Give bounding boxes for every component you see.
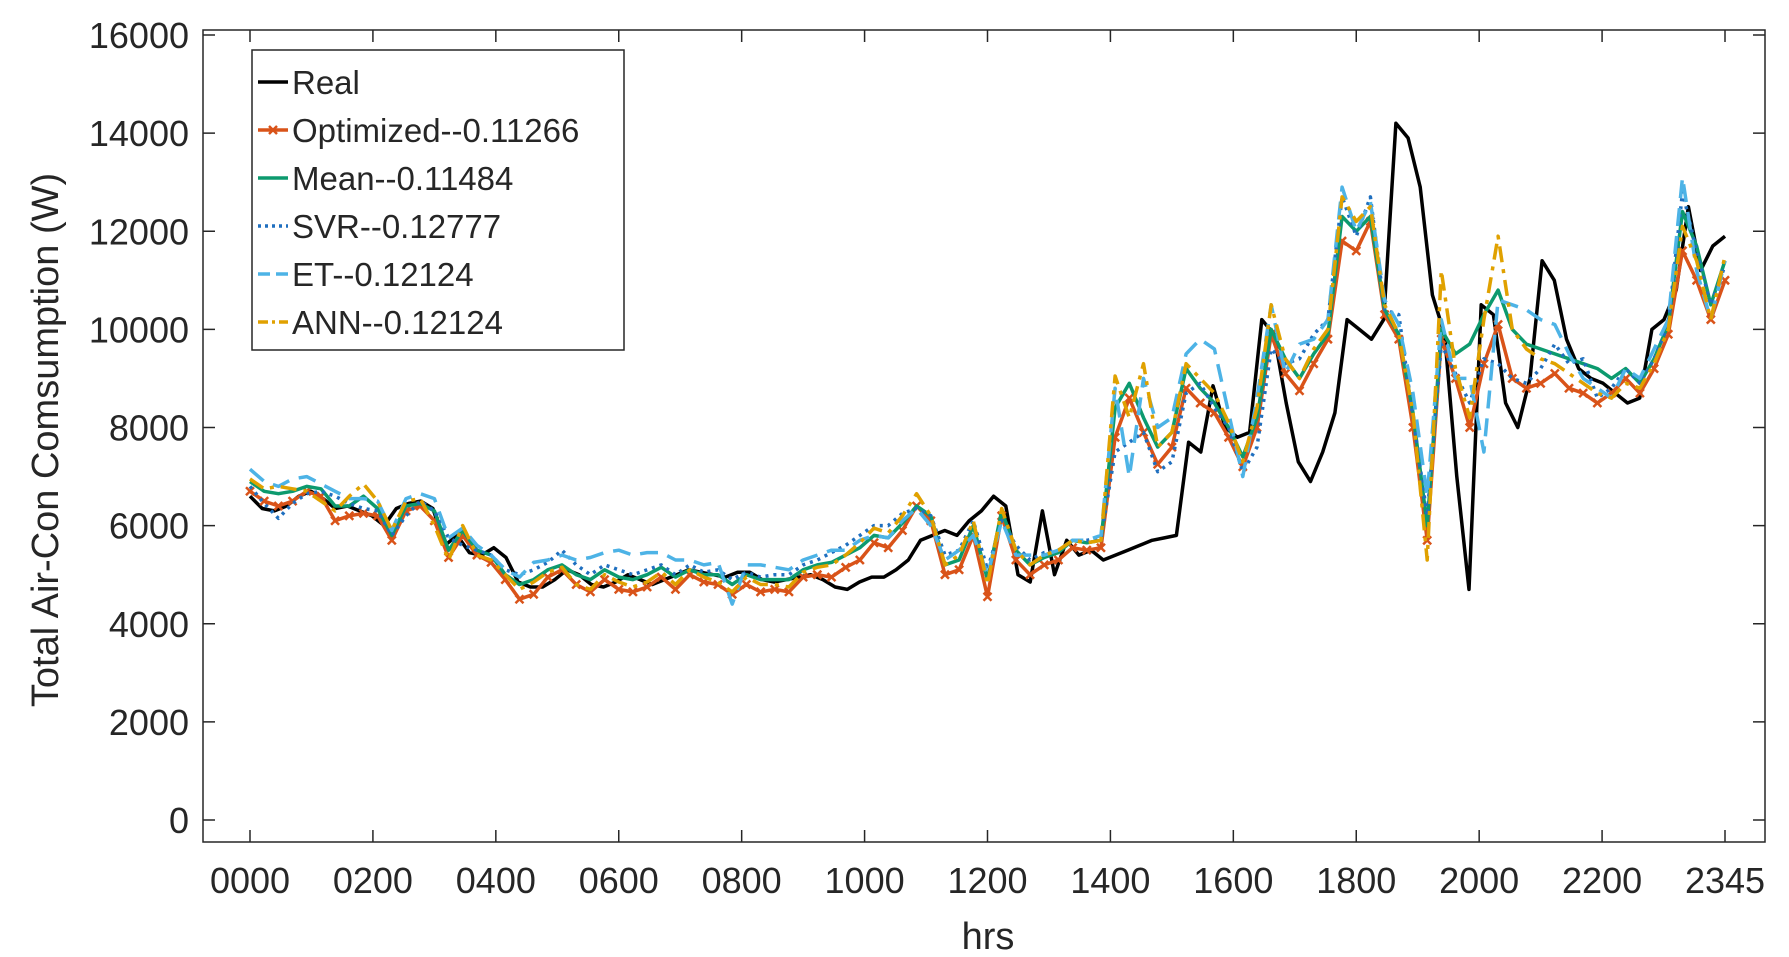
data-point-marker [245,486,255,497]
data-point-marker [1578,388,1589,399]
data-point-marker [1039,559,1050,570]
data-point-marker [528,589,539,600]
x-tick-label: 0000 [210,860,290,901]
data-point-marker [1025,569,1035,580]
data-point-marker [982,591,993,602]
legend-label: ET--0.12124 [292,256,474,293]
data-point-marker [330,515,340,526]
x-tick-label: 1000 [825,860,905,901]
legend-label: Mean--0.11484 [292,160,513,197]
y-axis-label: Total Air-Con Comsumption (W) [25,173,67,707]
x-tick-label: 2200 [1562,860,1642,901]
data-point-marker [954,564,965,575]
data-point-marker [1549,368,1560,379]
y-tick-label: 16000 [89,15,189,56]
data-point-marker [1166,442,1177,453]
x-tick-label: 1200 [947,860,1027,901]
data-point-marker [613,584,624,595]
data-point-marker [1351,245,1362,256]
y-tick-label: 2000 [109,702,189,743]
legend-marker [268,125,278,135]
legend-box [251,49,625,351]
data-point-marker [940,569,950,580]
data-point-marker [1564,383,1574,394]
data-point-marker [670,584,681,595]
axes-layer: 0200040006000800010000120001400016000000… [89,15,1765,901]
y-tick-label: 14000 [89,113,189,154]
x-tick-label: 1800 [1316,860,1396,901]
data-point-marker [1152,459,1163,470]
legend: Real Optimized--0.11266 Mean--0.11484 SVR--… [251,49,625,351]
x-tick-label: 1600 [1193,860,1273,901]
x-tick-label: 0600 [579,860,659,901]
data-point-marker [826,572,837,583]
x-tick-label: 0400 [456,860,536,901]
y-tick-label: 8000 [109,408,189,449]
legend-label: Real [292,64,360,101]
data-point-marker [358,508,369,519]
data-point-marker [854,555,865,565]
data-point-marker [273,501,284,511]
x-axis-label: hrs [962,916,1015,957]
legend-label: Optimized--0.11266 [292,112,579,149]
data-point-marker [1195,398,1206,408]
legend-label: SVR--0.12777 [292,208,501,245]
x-tick-label: 0800 [702,860,782,901]
x-tick-label: 2345 [1685,860,1765,901]
y-tick-label: 10000 [89,309,189,350]
data-point-marker [798,572,809,583]
data-point-marker [1635,388,1645,399]
data-point-marker [344,510,355,521]
legend-label: ANN--0.12124 [292,304,503,341]
data-point-marker [812,569,823,580]
data-point-marker [755,586,766,597]
data-point-marker [287,496,298,506]
y-tick-label: 6000 [109,506,189,547]
x-tick-label: 2000 [1439,860,1519,901]
data-point-marker [1521,383,1532,394]
data-point-marker [599,574,610,585]
y-tick-label: 0 [169,800,189,841]
data-point-marker [1010,555,1021,565]
data-point-marker [1280,368,1291,379]
data-point-marker [1705,314,1716,325]
data-point-marker [514,594,525,605]
data-point-marker [883,542,894,553]
x-tick-label: 0200 [333,860,413,901]
series-layer [245,121,1730,606]
data-point-marker [1535,378,1546,389]
data-point-marker [784,586,794,597]
data-point-marker [542,572,553,583]
data-point-marker [840,562,851,573]
y-tick-label: 12000 [89,211,189,252]
data-point-marker [741,579,752,590]
data-point-marker [628,586,638,597]
data-point-marker [1096,542,1106,553]
data-point-marker [386,535,397,546]
series-line-4 [248,175,1727,606]
data-point-marker [1067,542,1078,553]
data-point-marker [1294,385,1305,396]
y-tick-label: 4000 [109,604,189,645]
series-line-5 [249,195,1727,594]
data-point-marker [869,537,879,548]
data-point-marker [1081,545,1092,556]
data-point-marker [1464,422,1475,433]
data-point-marker [1053,555,1064,565]
data-point-marker [1592,398,1603,408]
x-tick-label: 1400 [1070,860,1150,901]
